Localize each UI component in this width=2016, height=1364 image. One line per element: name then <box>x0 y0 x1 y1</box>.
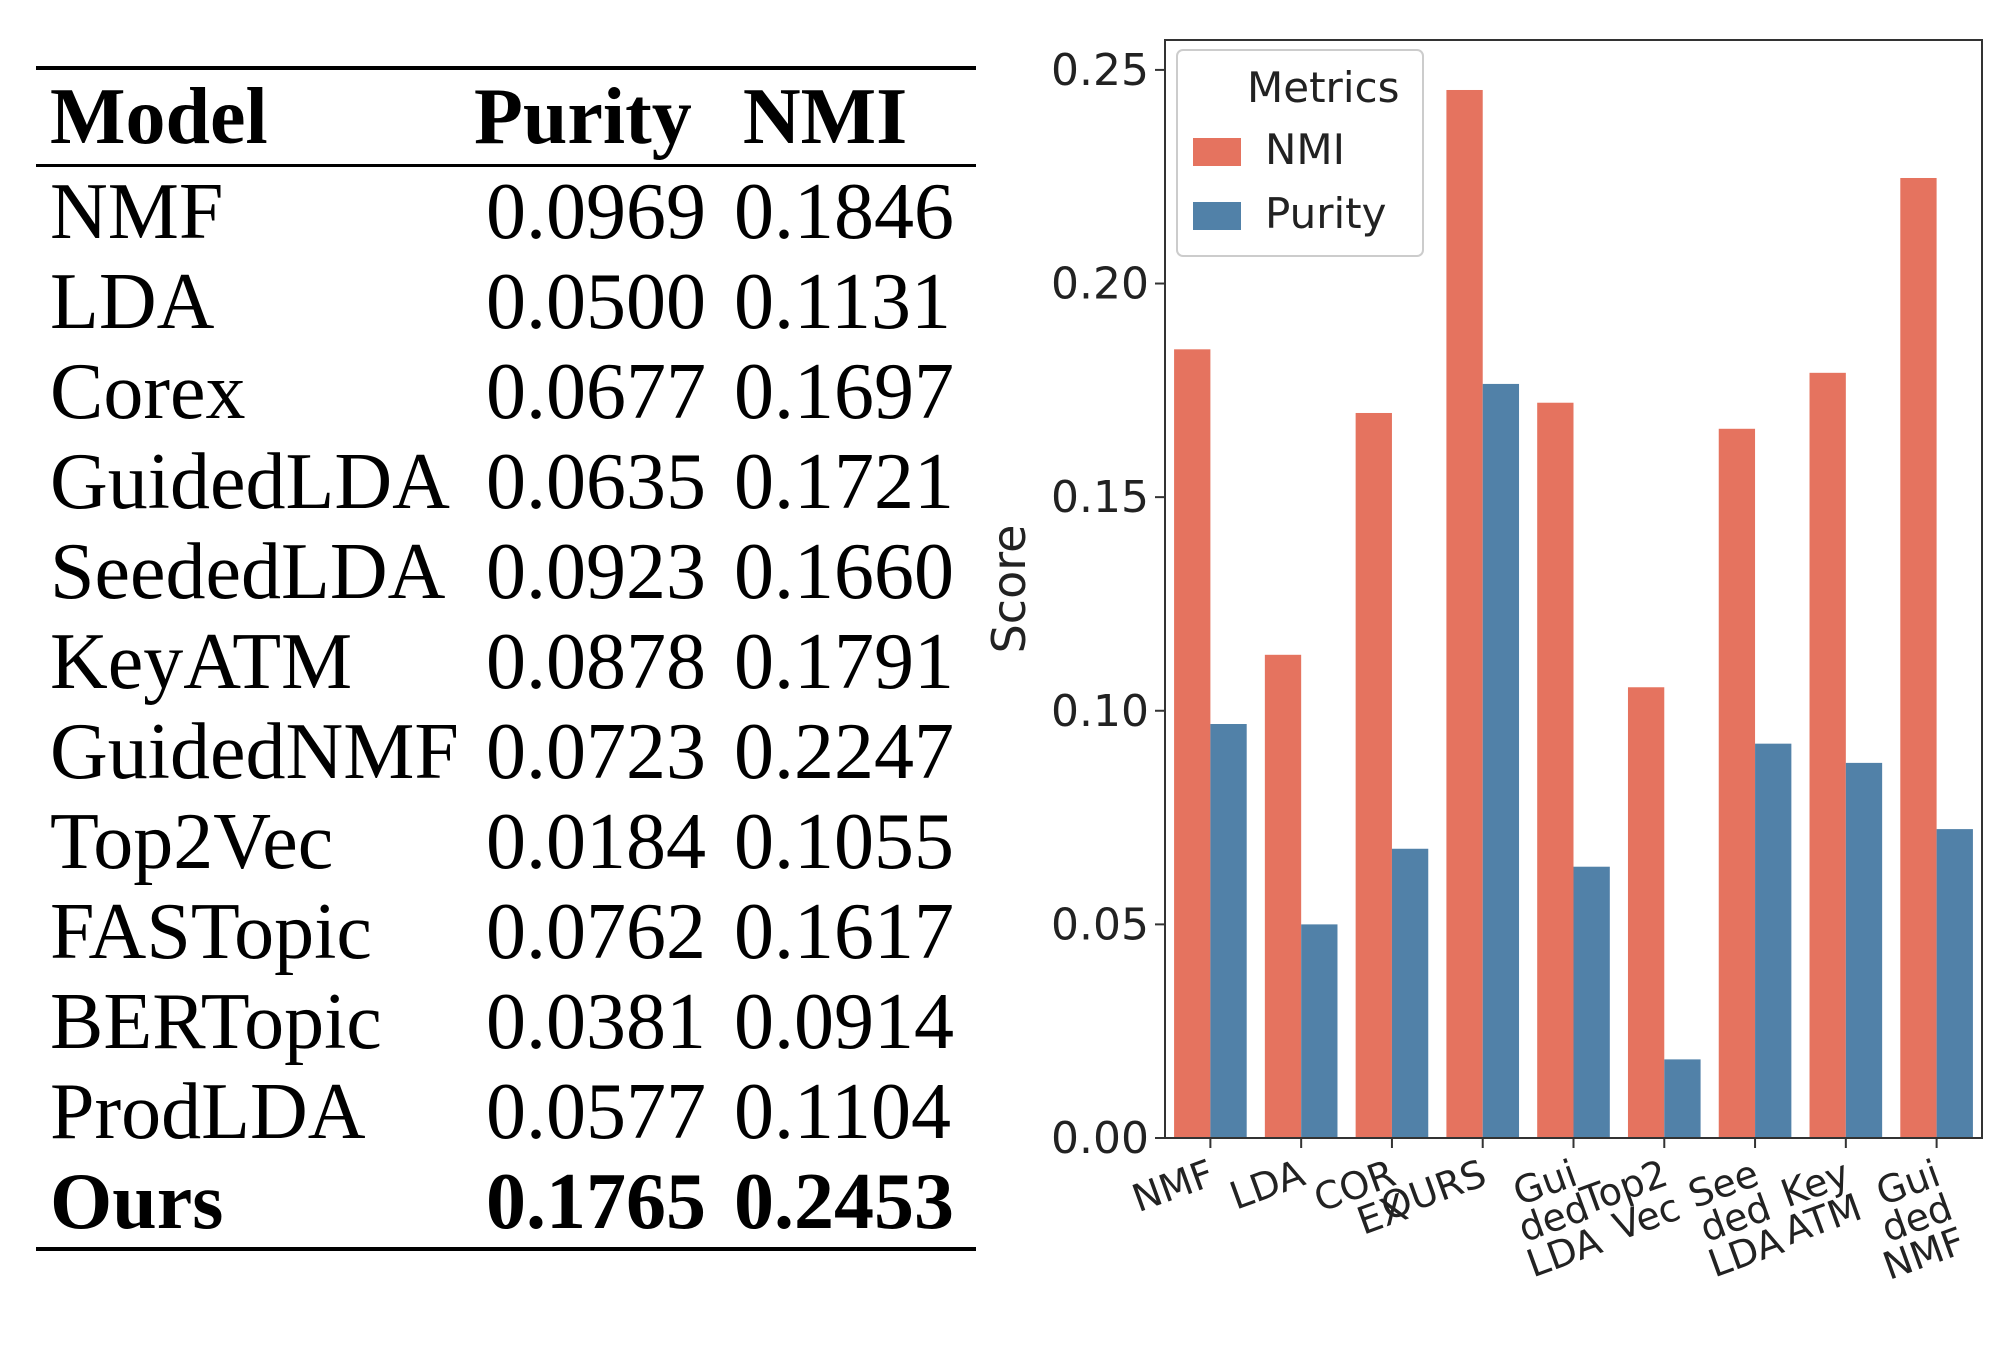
bar-nmi-4 <box>1537 402 1574 1139</box>
cell-nmi: 0.1660 <box>734 528 954 616</box>
cell-purity: 0.0381 <box>486 978 706 1066</box>
cell-nmi: 0.1055 <box>734 798 954 886</box>
bar-nmi-5 <box>1627 687 1665 1138</box>
bar-purity-0 <box>1210 724 1247 1138</box>
cell-purity: 0.0878 <box>486 618 706 706</box>
cell-model: FASTopic <box>50 888 372 976</box>
y-tick-label-3: 0.15 <box>1051 472 1149 523</box>
x-tick-label-line: OURS <box>1375 1151 1492 1229</box>
x-tick-label-1: LDA <box>1224 1151 1310 1218</box>
cell-model: SeededLDA <box>50 528 446 616</box>
table-row: GuidedNMF 0.0723 0.2247 <box>36 707 976 797</box>
bar-nmi-2 <box>1355 412 1392 1138</box>
table-row: KeyATM 0.0878 0.1791 <box>36 617 976 707</box>
cell-model: Top2Vec <box>50 798 334 886</box>
cell-purity: 0.0635 <box>486 438 706 526</box>
cell-model: Ours <box>50 1158 224 1246</box>
cell-purity: 0.1765 <box>486 1158 706 1246</box>
bar-nmi-7 <box>1809 372 1846 1139</box>
bar-purity-8 <box>1936 829 1973 1138</box>
cell-model: BERTopic <box>50 978 382 1066</box>
y-axis-title: Score <box>982 525 1036 654</box>
bar-nmi-1 <box>1264 654 1302 1138</box>
bar-purity-1 <box>1301 924 1338 1138</box>
table-row: FASTopic 0.0762 0.1617 <box>36 887 976 977</box>
cell-nmi: 0.1131 <box>734 258 952 346</box>
table-row-ours: Ours 0.1765 0.2453 <box>36 1157 976 1247</box>
cell-model: NMF <box>50 168 224 256</box>
bar-nmi-6 <box>1718 428 1756 1138</box>
table-row: Corex 0.0677 0.1697 <box>36 347 976 437</box>
table-row: ProdLDA 0.0577 0.1104 <box>36 1067 976 1157</box>
x-tick-label-8: GuidedNMF <box>1853 1151 1971 1288</box>
cell-nmi: 0.2247 <box>734 708 954 796</box>
cell-model: Corex <box>50 348 246 436</box>
x-tick-label-line: LDA <box>1224 1151 1310 1218</box>
header-model: Model <box>50 73 268 161</box>
cell-purity: 0.0762 <box>486 888 706 976</box>
bar-purity-6 <box>1755 743 1792 1138</box>
cell-model: GuidedNMF <box>50 708 459 796</box>
bar-purity-3 <box>1482 383 1520 1139</box>
table-row: NMF 0.0969 0.1846 <box>36 167 976 257</box>
legend-title: Metrics <box>1247 63 1399 112</box>
bar-purity-5 <box>1664 1059 1701 1138</box>
cell-model: GuidedLDA <box>50 438 450 526</box>
bar-nmi-3 <box>1446 89 1483 1138</box>
y-tick-label-1: 0.05 <box>1051 899 1149 950</box>
cell-nmi: 0.1721 <box>734 438 954 526</box>
x-tick-label-6: SeededLDA <box>1678 1151 1789 1286</box>
cell-nmi: 0.2453 <box>734 1158 954 1246</box>
cell-purity: 0.0500 <box>486 258 706 346</box>
table-row: BERTopic 0.0381 0.0914 <box>36 977 976 1067</box>
y-tick-label-4: 0.20 <box>1051 259 1149 310</box>
table-row: LDA 0.0500 0.1131 <box>36 257 976 347</box>
y-tick-label-5: 0.25 <box>1051 45 1149 96</box>
legend-label-nmi: NMI <box>1265 125 1345 174</box>
cell-purity: 0.0677 <box>486 348 706 436</box>
x-tick-label-7: KeyATM <box>1766 1151 1868 1253</box>
cell-purity: 0.0969 <box>486 168 706 256</box>
header-purity: Purity <box>473 73 692 161</box>
x-tick-label-2: COREX <box>1308 1151 1413 1255</box>
table-row: Top2Vec 0.0184 0.1055 <box>36 797 976 887</box>
table-row: GuidedLDA 0.0635 0.1721 <box>36 437 976 527</box>
table-top-rule <box>36 66 976 70</box>
cell-model: KeyATM <box>50 618 353 706</box>
table-header-row: Model Purity NMI <box>36 70 976 164</box>
legend-swatch-nmi <box>1193 138 1241 166</box>
results-table: Model Purity NMI NMF 0.0969 0.1846 LDA 0.050… <box>36 66 976 1251</box>
y-tick-label-2: 0.10 <box>1051 686 1149 737</box>
y-tick-label-0: 0.00 <box>1051 1113 1149 1164</box>
x-tick-label-4: GuidedLDA <box>1496 1151 1607 1286</box>
cell-purity: 0.0723 <box>486 708 706 796</box>
header-nmi: NMI <box>742 73 908 161</box>
cell-nmi: 0.0914 <box>734 978 954 1066</box>
bar-purity-4 <box>1573 866 1610 1138</box>
cell-nmi: 0.1791 <box>734 618 954 706</box>
cell-model: LDA <box>50 258 215 346</box>
bar-nmi-8 <box>1900 177 1937 1138</box>
cell-nmi: 0.1697 <box>734 348 954 436</box>
table-body: NMF 0.0969 0.1846 LDA 0.0500 0.1131 Corex 0.067… <box>36 167 976 1157</box>
bar-purity-2 <box>1391 848 1429 1138</box>
cell-purity: 0.0577 <box>486 1068 706 1156</box>
table-bottom-rule <box>36 1247 976 1251</box>
bar-nmi-0 <box>1174 349 1211 1139</box>
cell-model: ProdLDA <box>50 1068 366 1156</box>
bar-chart: 0.00 0.05 0.10 0.15 0.20 0.25 Score NMF LDA COREX… <box>980 20 2016 1350</box>
cell-nmi: 0.1846 <box>734 168 954 256</box>
x-tick-label-3: OURS <box>1375 1151 1492 1229</box>
legend-swatch-purity <box>1193 202 1241 230</box>
cell-nmi: 0.1104 <box>734 1068 952 1156</box>
cell-nmi: 0.1617 <box>734 888 954 976</box>
cell-purity: 0.0923 <box>486 528 706 616</box>
legend-label-purity: Purity <box>1265 189 1386 238</box>
table-header-rule <box>36 164 976 167</box>
table-row: SeededLDA 0.0923 0.1660 <box>36 527 976 617</box>
bar-purity-7 <box>1845 762 1883 1138</box>
cell-purity: 0.0184 <box>486 798 706 886</box>
